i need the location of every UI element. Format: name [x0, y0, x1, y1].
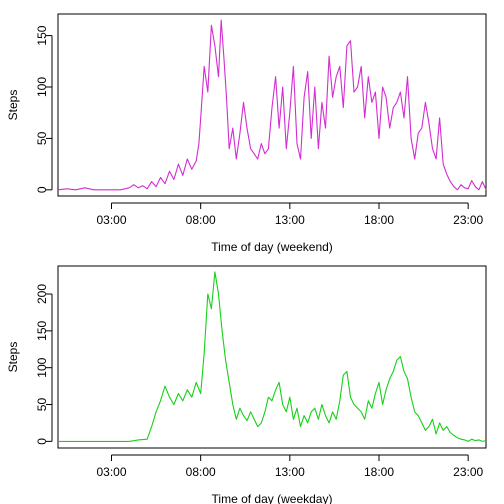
y-tick-label-weekend: 0: [35, 186, 49, 193]
x-axis-label-weekend: Time of day (weekend): [211, 240, 333, 254]
x-tick-label-weekend: 03:00: [96, 213, 126, 227]
x-tick-label-weekday: 23:00: [453, 465, 483, 479]
x-tick-label-weekend: 18:00: [364, 213, 394, 227]
series-line-weekday: [58, 271, 487, 442]
y-axis-label-weekend: Steps: [6, 90, 20, 121]
x-tick-label-weekday: 18:00: [364, 465, 394, 479]
y-tick-label-weekday: 150: [35, 321, 49, 341]
y-tick-label-weekday: 50: [35, 398, 49, 412]
y-tick-label-weekend: 100: [35, 77, 49, 97]
y-tick-label-weekend: 50: [35, 131, 49, 145]
plot-frame-weekend: [57, 13, 487, 197]
x-tick-label-weekday: 13:00: [275, 465, 305, 479]
plot-frame-weekday: [57, 265, 487, 449]
x-tick-label-weekend: 13:00: [275, 213, 305, 227]
y-tick-label-weekend: 150: [35, 25, 49, 45]
x-tick-label-weekend: 23:00: [453, 213, 483, 227]
y-axis-label-weekday: Steps: [6, 342, 20, 373]
x-tick-label-weekend: 08:00: [186, 213, 216, 227]
x-axis-label-weekday: Time of day (weekday): [212, 492, 333, 504]
y-tick-label-weekday: 0: [35, 438, 49, 445]
x-tick-label-weekday: 08:00: [186, 465, 216, 479]
x-tick-label-weekday: 03:00: [96, 465, 126, 479]
series-line-weekend: [57, 19, 487, 191]
y-tick-label-weekday: 100: [35, 357, 49, 377]
y-tick-label-weekday: 200: [35, 284, 49, 304]
